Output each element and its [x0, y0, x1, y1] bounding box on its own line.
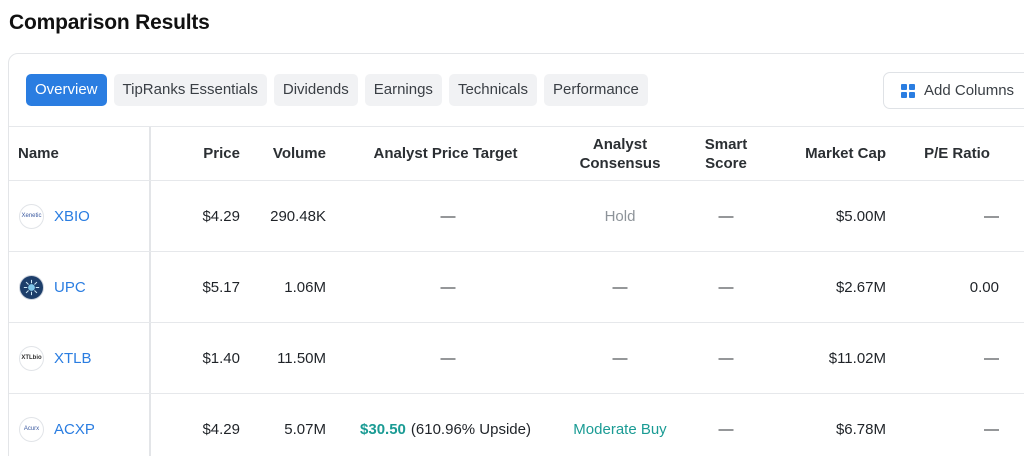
comparison-panel: Overview TipRanks Essentials Dividends E…	[8, 53, 1024, 456]
tab-overview[interactable]: Overview	[26, 74, 107, 106]
pe-ratio-cell: —	[984, 420, 999, 438]
header-market-cap[interactable]: Market Cap	[805, 145, 886, 162]
smart-score-cell: —	[718, 278, 734, 296]
volume-cell: 11.50M	[277, 349, 326, 367]
analyst-consensus-cell[interactable]: Moderate Buy	[573, 420, 667, 438]
header-analyst-price-target[interactable]: Analyst Price Target	[373, 145, 518, 162]
analyst-consensus-cell: —	[612, 349, 628, 367]
target-upside: —	[440, 349, 456, 367]
header-price[interactable]: Price	[203, 145, 240, 162]
price-cell: $4.29	[202, 420, 240, 438]
grid-icon	[901, 83, 915, 98]
ticker-link[interactable]: XBIO	[54, 207, 90, 225]
table-header: Name Price Volume Analyst Price Target A…	[9, 126, 1024, 181]
table-row[interactable]: XTLbio XTLB $1.40 11.50M — — — $11.02M —	[9, 323, 1024, 394]
column-divider	[149, 394, 151, 456]
target-upside: —	[440, 278, 456, 296]
market-cap-cell: $11.02M	[828, 349, 886, 367]
market-cap-cell: $2.67M	[835, 278, 886, 296]
column-divider	[149, 181, 151, 251]
name-cell: UPC	[19, 252, 147, 322]
analyst-price-target-cell: —	[339, 323, 552, 393]
market-cap-cell: $6.78M	[835, 420, 886, 438]
volume-cell: 290.48K	[270, 207, 326, 225]
table-row[interactable]: Acurx ACXP $4.29 5.07M $30.50 (610.96% Up…	[9, 394, 1024, 456]
table-row[interactable]: UPC $5.17 1.06M — — — $2.67M 0.00	[9, 252, 1024, 323]
add-columns-label: Add Columns	[924, 82, 1015, 99]
tab-earnings[interactable]: Earnings	[364, 74, 442, 106]
page-title: Comparison Results	[9, 11, 210, 34]
header-pe-ratio[interactable]: P/E Ratio	[924, 145, 990, 162]
pe-ratio-cell: 0.00	[969, 278, 999, 296]
pe-ratio-cell: —	[984, 349, 999, 367]
target-upside: —	[440, 207, 456, 225]
analyst-consensus-cell[interactable]: Hold	[604, 207, 636, 225]
volume-cell: 5.07M	[284, 420, 326, 438]
analyst-price-target-cell: —	[339, 181, 552, 251]
column-divider	[149, 323, 151, 393]
tab-tipranks-essentials[interactable]: TipRanks Essentials	[113, 74, 267, 106]
header-volume[interactable]: Volume	[272, 145, 326, 162]
company-logo: Acurx	[19, 416, 44, 442]
analyst-price-target-cell: —	[339, 252, 552, 322]
analyst-consensus-cell: —	[612, 278, 628, 296]
smart-score-cell: —	[718, 420, 734, 438]
name-cell: XTLbio XTLB	[19, 323, 147, 393]
ticker-link[interactable]: XTLB	[54, 349, 92, 367]
tab-performance[interactable]: Performance	[543, 74, 648, 106]
price-cell: $5.17	[202, 278, 240, 296]
analyst-price-target-cell[interactable]: $30.50 (610.96% Upside)	[339, 394, 552, 456]
price-cell: $1.40	[202, 349, 240, 367]
comparison-table: Name Price Volume Analyst Price Target A…	[9, 126, 1024, 456]
ticker-link[interactable]: ACXP	[54, 420, 95, 438]
header-smart-score[interactable]: Smart Score	[704, 135, 748, 172]
target-price: $30.50	[360, 420, 406, 438]
company-logo	[19, 274, 44, 300]
header-name[interactable]: Name	[18, 145, 59, 162]
tab-dividends[interactable]: Dividends	[273, 74, 358, 106]
column-divider	[149, 252, 151, 322]
company-logo: Xenetic	[19, 203, 44, 229]
add-columns-button[interactable]: Add Columns	[883, 72, 1024, 109]
tab-bar: Overview TipRanks Essentials Dividends E…	[26, 74, 648, 106]
name-cell: Acurx ACXP	[19, 394, 147, 456]
table-row[interactable]: Xenetic XBIO $4.29 290.48K — Hold — $5.0…	[9, 181, 1024, 252]
volume-cell: 1.06M	[284, 278, 326, 296]
ticker-link[interactable]: UPC	[54, 278, 86, 296]
pe-ratio-cell: —	[984, 207, 999, 225]
column-divider	[149, 127, 151, 180]
market-cap-cell: $5.00M	[835, 207, 886, 225]
smart-score-cell: —	[718, 207, 734, 225]
tab-technicals[interactable]: Technicals	[448, 74, 537, 106]
name-cell: Xenetic XBIO	[19, 181, 147, 251]
smart-score-cell: —	[718, 349, 734, 367]
sunburst-icon	[23, 279, 40, 295]
company-logo: XTLbio	[19, 345, 44, 371]
price-cell: $4.29	[202, 207, 240, 225]
target-upside: (610.96% Upside)	[410, 420, 531, 438]
header-analyst-consensus[interactable]: Analyst Consensus	[579, 135, 661, 172]
